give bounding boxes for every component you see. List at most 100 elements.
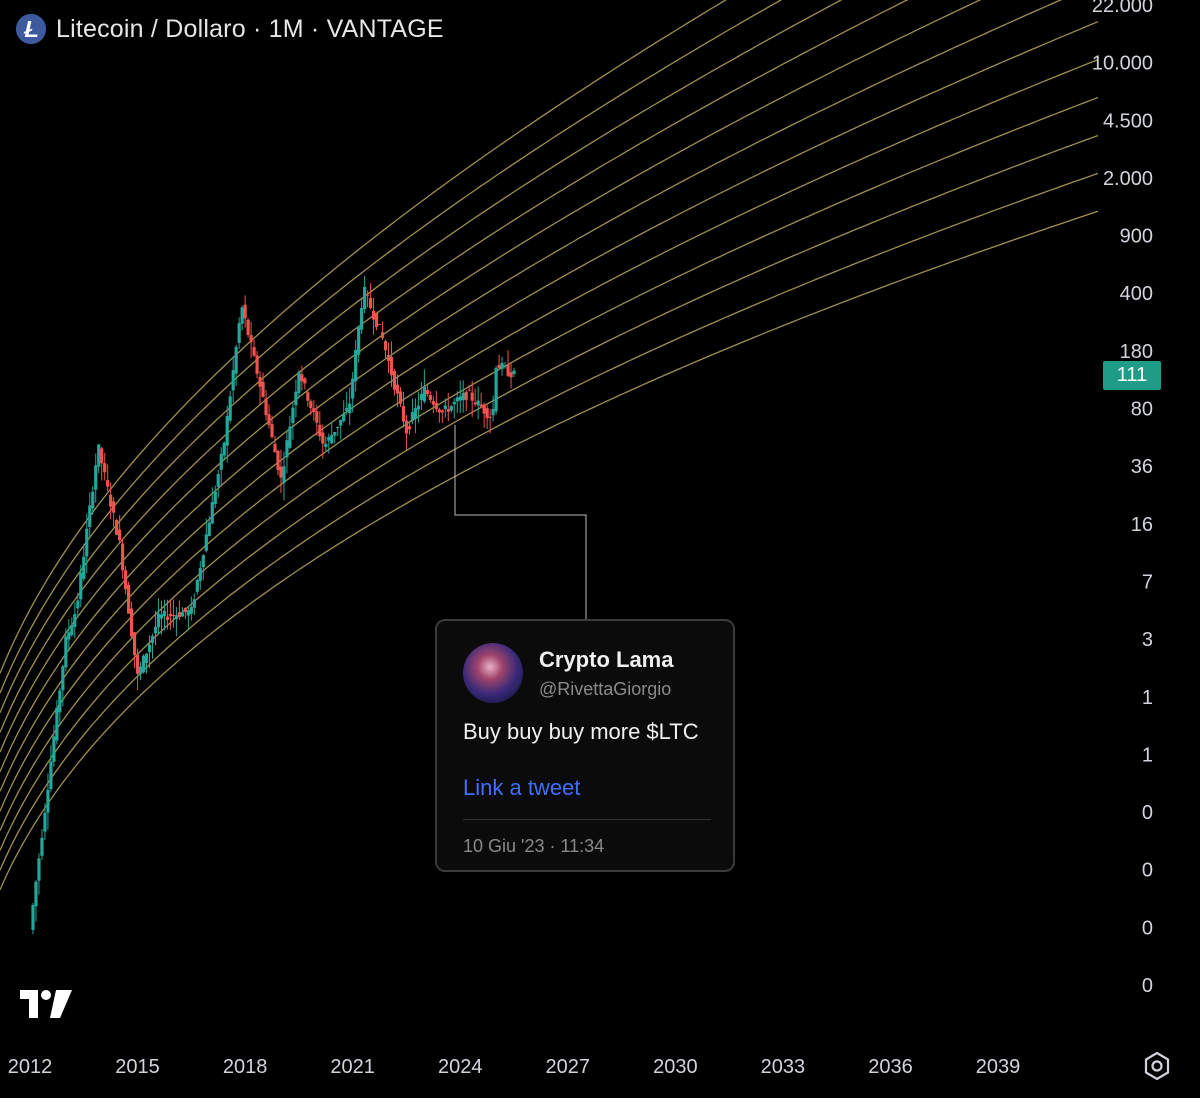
candle-body <box>506 364 510 376</box>
candle-body <box>443 405 447 409</box>
candle-body <box>159 614 164 619</box>
rainbow-band-line <box>0 134 1099 851</box>
candle-body <box>91 491 95 509</box>
tradingview-logo[interactable] <box>18 986 74 1025</box>
tweet-text: Buy buy buy more $LTC <box>463 719 699 744</box>
candle-body <box>67 632 71 640</box>
candle-body <box>366 294 370 296</box>
candle-body <box>276 451 280 471</box>
candle-body <box>488 416 492 418</box>
y-tick-label: 22.000 <box>1092 0 1153 17</box>
candle-body <box>479 404 483 407</box>
candle-body <box>246 319 250 335</box>
candle-body <box>503 365 507 367</box>
candle-body <box>455 397 459 402</box>
candle-body <box>243 304 247 319</box>
candle-body <box>300 374 304 382</box>
candle-body <box>267 414 271 425</box>
y-tick-label: 7 <box>1142 571 1153 593</box>
candle-body <box>395 384 400 394</box>
x-tick-label: 2015 <box>115 1056 160 1078</box>
rainbow-bands <box>0 0 1099 891</box>
candle-body <box>264 398 268 416</box>
candle-body <box>452 401 456 405</box>
candle-body <box>464 391 468 400</box>
symbol-title[interactable]: Litecoin / Dollaro · 1M · VANTAGE <box>56 14 444 43</box>
rainbow-band-line <box>0 0 982 753</box>
chart-header: Litecoin / Dollaro · 1M · VANTAGE <box>16 12 444 46</box>
candlesticks <box>31 276 516 935</box>
candle-body <box>192 599 196 608</box>
candle-body <box>100 448 104 464</box>
candle-body <box>162 610 167 617</box>
candle-body <box>485 408 489 419</box>
candle-body <box>195 579 199 592</box>
candle-body <box>363 286 367 309</box>
candle-body <box>82 556 86 579</box>
tweet-link[interactable]: Link a tweet <box>463 775 581 800</box>
candle-body <box>330 434 334 444</box>
candle-body <box>129 608 134 637</box>
candle-body <box>225 415 229 446</box>
y-tick-label: 400 <box>1120 283 1153 305</box>
y-tick-label: 10.000 <box>1092 53 1153 75</box>
candle-body <box>425 390 429 395</box>
candle-body <box>339 419 343 426</box>
price-axis: 22.000 10.000 4.500 2.000 900 400 180 80 36 16 7 3 1… <box>1092 0 1153 997</box>
candle-body <box>458 396 462 401</box>
candle-body <box>231 370 235 391</box>
settings-gear-icon[interactable] <box>1141 1050 1173 1082</box>
candle-body <box>261 381 265 397</box>
candle-body <box>345 407 349 411</box>
candle-body <box>46 789 50 813</box>
candle-body <box>147 644 152 653</box>
y-tick-label: 36 <box>1131 456 1153 478</box>
x-tick-label: 2024 <box>438 1056 483 1078</box>
candle-body <box>392 371 397 390</box>
y-tick-label: 180 <box>1120 341 1153 363</box>
candle-body <box>109 494 113 507</box>
candle-body <box>204 534 208 551</box>
candle-body <box>398 391 403 404</box>
candle-body <box>144 653 149 664</box>
y-tick-label: 4.500 <box>1103 110 1153 132</box>
candle-body <box>174 615 178 620</box>
candle-body <box>135 654 140 674</box>
candle-body <box>249 335 253 343</box>
candle-body <box>401 405 406 422</box>
candle-body <box>476 400 480 406</box>
candle-body <box>410 412 415 421</box>
candle-body <box>312 408 316 413</box>
candle-body <box>103 463 107 473</box>
candle-body <box>213 491 217 505</box>
candle-body <box>106 480 110 487</box>
candle-body <box>512 370 516 374</box>
candle-body <box>138 666 143 674</box>
candle-body <box>315 411 319 423</box>
candle-body <box>258 377 262 387</box>
candle-body <box>446 408 450 412</box>
tweet-card[interactable]: Crypto Lama @RivettaGiorgio Buy buy buy … <box>435 619 735 872</box>
candle-body <box>482 404 486 414</box>
candle-body <box>497 365 501 369</box>
candle-body <box>386 354 391 361</box>
candle-body <box>342 413 346 422</box>
candle-body <box>434 402 438 410</box>
candle-body <box>360 308 364 330</box>
candle-body <box>255 355 259 374</box>
candle-body <box>422 386 426 402</box>
candle-body <box>237 323 241 343</box>
candle-body <box>252 347 256 356</box>
candle-body <box>309 401 313 409</box>
avatar[interactable] <box>463 643 523 703</box>
candle-body <box>70 625 74 636</box>
y-tick-label: 1 <box>1142 744 1153 766</box>
candle-body <box>55 707 59 741</box>
tweet-author-handle[interactable]: @RivettaGiorgio <box>539 679 672 699</box>
candle-body <box>273 443 277 453</box>
candle-body <box>112 501 116 513</box>
rainbow-band-line <box>0 0 843 714</box>
y-tick-label: 0 <box>1142 802 1153 824</box>
tweet-author-name[interactable]: Crypto Lama <box>539 647 674 672</box>
